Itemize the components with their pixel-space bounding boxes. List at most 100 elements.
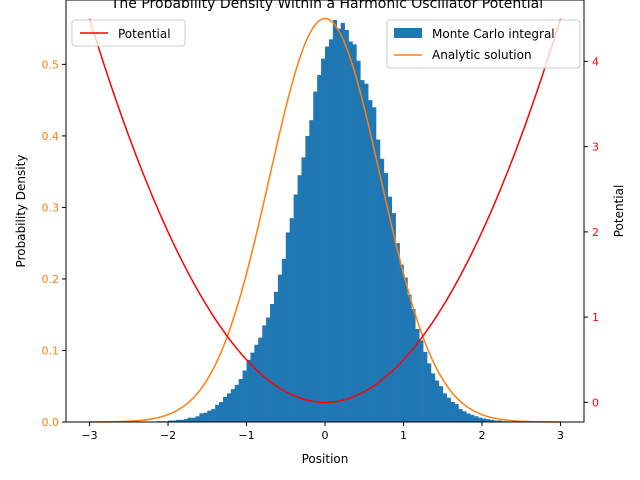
- right-y-axis-ticks: 0 1 2 3 4: [584, 55, 599, 409]
- histogram-bar: [266, 317, 271, 422]
- legend-potential-label: Potential: [118, 27, 171, 41]
- histogram-bar: [195, 416, 200, 422]
- histogram-bar: [187, 417, 192, 422]
- histogram-bar: [368, 100, 373, 422]
- histogram-bar: [485, 419, 491, 422]
- histogram-bar: [183, 419, 188, 422]
- histogram-bar: [238, 379, 243, 422]
- x-tick-label: 2: [478, 429, 485, 442]
- histogram-bar: [407, 294, 412, 422]
- x-axis-label: Position: [302, 452, 349, 466]
- histogram-bar: [481, 418, 487, 422]
- left-y-tick-label: 0.3: [42, 201, 60, 214]
- x-tick-label: −1: [238, 429, 254, 442]
- histogram-bar: [285, 232, 290, 422]
- histogram-bar: [222, 396, 228, 422]
- histogram-bar: [219, 401, 224, 422]
- histogram-bar: [199, 413, 204, 422]
- potential-line: [88, 18, 562, 404]
- histogram-bar: [340, 22, 345, 422]
- histogram-bar: [458, 409, 463, 422]
- histogram-bar: [434, 380, 440, 422]
- histogram-bar: [234, 384, 239, 422]
- left-y-tick-label: 0.0: [42, 416, 60, 429]
- right-y-tick-label: 2: [592, 226, 599, 239]
- x-tick-label: −3: [81, 429, 97, 442]
- histogram-bar: [395, 243, 400, 422]
- histogram-bar: [387, 196, 393, 422]
- histogram-bar: [270, 303, 275, 422]
- histogram-bar: [179, 419, 185, 422]
- right-y-tick-label: 1: [592, 311, 599, 324]
- x-tick-label: 0: [322, 429, 329, 442]
- histogram-bar: [273, 291, 279, 422]
- legend-potential: Potential: [71, 19, 186, 47]
- histogram-bar: [254, 344, 259, 422]
- histogram-bar: [489, 419, 495, 422]
- histogram-bar: [332, 20, 338, 423]
- histogram-bar: [372, 107, 377, 422]
- histogram-bar: [399, 264, 404, 422]
- left-y-tick-label: 0.4: [42, 130, 60, 143]
- histogram-bar: [277, 274, 283, 422]
- histogram-bar: [289, 218, 294, 422]
- histogram-bar: [317, 75, 322, 422]
- histogram-bar: [207, 410, 212, 422]
- histogram-bar: [403, 277, 408, 422]
- left-y-axis-ticks: 0.0 0.1 0.2 0.3 0.4 0.5: [42, 58, 66, 429]
- histogram-bar: [391, 213, 396, 422]
- histogram-bar: [376, 139, 381, 422]
- histogram-bar: [325, 46, 330, 423]
- histogram-bar: [281, 258, 287, 422]
- legend-main: Monte Carlo integral Analytic solution: [386, 19, 581, 69]
- legend-monte-carlo-label: Monte Carlo integral: [432, 27, 555, 41]
- histogram-bar: [474, 416, 479, 422]
- histogram-bar: [348, 41, 353, 422]
- histogram-bar: [442, 393, 447, 422]
- left-y-tick-label: 0.2: [42, 273, 60, 286]
- histogram-bar: [360, 80, 365, 423]
- histogram-bar: [438, 386, 444, 422]
- right-y-axis-label: Potential: [612, 185, 626, 238]
- right-y-tick-label: 0: [592, 396, 599, 409]
- histogram-bar: [423, 351, 428, 422]
- histogram-bar: [493, 420, 498, 422]
- histogram-bar: [297, 175, 302, 422]
- histogram-bar: [383, 173, 389, 422]
- histogram-bar: [215, 404, 220, 422]
- histogram-bar: [246, 359, 251, 422]
- histogram-bar: [230, 389, 236, 422]
- right-y-tick-label: 4: [592, 55, 599, 68]
- histogram-bar: [242, 370, 247, 422]
- histogram-bar: [470, 414, 475, 422]
- histogram-bar: [450, 401, 455, 422]
- chart-title: The Probability Density Within a Harmoni…: [110, 0, 543, 12]
- histogram-bar: [478, 417, 483, 422]
- histogram-bar: [258, 337, 263, 422]
- histogram-bar: [427, 363, 432, 422]
- histogram-bar: [321, 58, 326, 423]
- legend-analytic-label: Analytic solution: [432, 48, 532, 62]
- histogram-bar: [328, 39, 334, 423]
- histogram-bar: [226, 393, 232, 422]
- histogram-bar: [175, 419, 181, 422]
- x-tick-label: −2: [160, 429, 176, 442]
- histogram-bar: [364, 83, 369, 423]
- histogram-bar: [344, 30, 349, 422]
- x-axis-ticks: −3 −2 −1 0 1 2 3: [81, 422, 564, 442]
- histogram-bar: [262, 325, 267, 422]
- histogram-bar: [415, 329, 420, 422]
- analytic-solution-line: [89, 17, 561, 423]
- left-y-tick-label: 0.1: [42, 344, 60, 357]
- histogram-bar: [352, 44, 357, 422]
- histogram-bar: [168, 420, 173, 422]
- left-y-tick-label: 0.5: [42, 58, 60, 71]
- x-tick-label: 1: [400, 429, 407, 442]
- histogram-bar: [462, 411, 467, 422]
- histogram-bar: [305, 135, 310, 422]
- histogram-bar: [446, 397, 451, 422]
- histogram-bar: [211, 409, 216, 422]
- histogram-bar: [250, 352, 255, 422]
- histogram-bar: [466, 413, 471, 422]
- histogram-bar: [379, 158, 385, 423]
